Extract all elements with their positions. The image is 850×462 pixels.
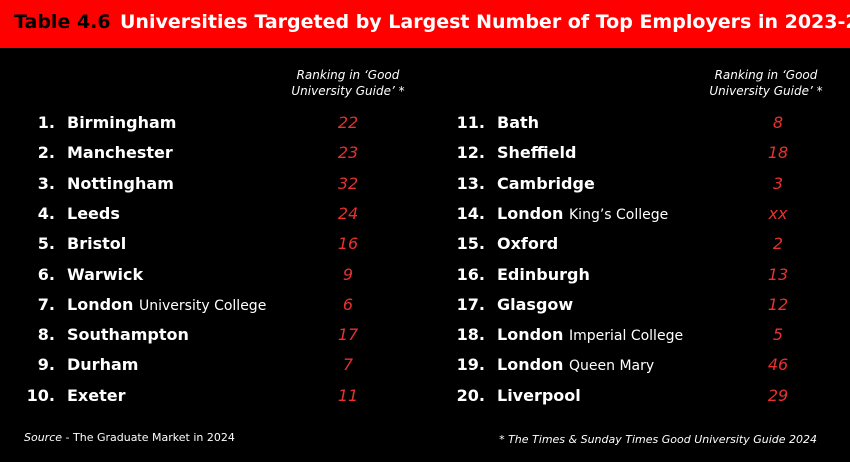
university-name: Nottingham xyxy=(67,173,174,193)
rank: 6. xyxy=(37,264,55,284)
university-name: Oxford xyxy=(497,234,559,254)
title-bar xyxy=(0,0,850,48)
rank: 16. xyxy=(456,264,485,284)
university-name: Birmingham xyxy=(67,113,177,132)
university-name: Manchester xyxy=(67,143,173,163)
university-name: Sheffield xyxy=(497,143,577,163)
guide-ranking: 29 xyxy=(767,385,789,405)
university: Leeds xyxy=(67,204,120,223)
university: London University College xyxy=(67,295,266,314)
guide-ranking: 22 xyxy=(337,113,359,132)
university-name: Glasgow xyxy=(497,294,574,314)
university-name: London xyxy=(497,355,564,375)
rank: 8. xyxy=(37,325,55,345)
university-detail: Imperial College xyxy=(569,328,684,345)
university-name: Cambridge xyxy=(497,173,595,193)
rank: 17. xyxy=(456,294,485,314)
guide-ranking: 13 xyxy=(767,264,789,284)
column-header: University Guide’ * xyxy=(291,84,405,98)
guide-ranking: 24 xyxy=(337,203,359,223)
guide-ranking: 11 xyxy=(337,385,359,405)
rank: 3. xyxy=(37,173,55,193)
university-name: London xyxy=(497,325,564,345)
source-text: - The Graduate Market in 2024 xyxy=(65,431,235,444)
university-name: London xyxy=(497,203,564,223)
university: Nottingham xyxy=(67,174,174,193)
university-detail: King’s College xyxy=(569,206,669,223)
guide-ranking: 23 xyxy=(337,143,359,163)
rank: 19. xyxy=(456,355,485,375)
source-label: Source xyxy=(24,431,63,444)
rank: 10. xyxy=(26,385,55,405)
university: Southampton xyxy=(67,325,189,344)
university-name: Bristol xyxy=(67,234,127,254)
university-detail: Queen Mary xyxy=(569,358,655,375)
rank: 14. xyxy=(456,203,485,223)
university: Bath xyxy=(497,113,539,132)
university: Cambridge xyxy=(497,174,595,193)
university: Liverpool xyxy=(497,386,581,405)
rank: 15. xyxy=(456,234,485,254)
guide-ranking: 2 xyxy=(772,234,784,254)
university: Glasgow xyxy=(497,295,573,314)
university: London King’s College xyxy=(497,204,668,223)
university-name: Liverpool xyxy=(497,385,581,405)
guide-ranking: 17 xyxy=(337,325,359,345)
rank: 11. xyxy=(456,113,485,132)
university: Birmingham xyxy=(67,113,176,132)
university: London Queen Mary xyxy=(497,355,654,374)
university-name: Bath xyxy=(497,113,540,132)
guide-ranking: 9 xyxy=(342,264,354,284)
title-label: Table 4.6 xyxy=(14,11,111,33)
university: London Imperial College xyxy=(497,325,683,344)
university: Durham xyxy=(67,355,138,374)
guide-ranking: 32 xyxy=(337,173,359,193)
university: Edinburgh xyxy=(497,265,590,284)
rank: 4. xyxy=(37,203,55,223)
guide-ranking: 12 xyxy=(767,294,789,314)
university-detail: University College xyxy=(139,297,267,314)
university: Manchester xyxy=(67,143,173,162)
guide-ranking: 8 xyxy=(772,113,784,132)
rank: 18. xyxy=(456,325,485,345)
university-name: Durham xyxy=(67,355,139,375)
university-name: Edinburgh xyxy=(497,264,590,284)
rank: 12. xyxy=(456,143,485,163)
university: Sheffield xyxy=(497,143,576,162)
guide-ranking: 18 xyxy=(767,143,789,163)
rank: 2. xyxy=(37,143,55,163)
column-header: University Guide’ * xyxy=(709,84,823,98)
university-name: London xyxy=(67,294,134,314)
rank: 13. xyxy=(456,173,485,193)
university: Warwick xyxy=(67,265,143,284)
guide-ranking: 16 xyxy=(337,234,359,254)
university-name: Leeds xyxy=(67,203,120,223)
university: Exeter xyxy=(67,386,126,405)
guide-ranking: 46 xyxy=(767,355,789,375)
guide-ranking: 3 xyxy=(772,173,784,193)
rank: 20. xyxy=(456,385,485,405)
university: Oxford xyxy=(497,234,558,253)
rank: 1. xyxy=(37,113,55,132)
rank: 7. xyxy=(37,294,55,314)
guide-ranking: xx xyxy=(768,203,788,223)
footnote: * The Times & Sunday Times Good Universi… xyxy=(499,433,817,446)
university-name: Warwick xyxy=(67,264,144,284)
guide-ranking: 5 xyxy=(772,325,784,345)
rank: 5. xyxy=(37,234,55,254)
rank: 9. xyxy=(37,355,55,375)
university-name: Southampton xyxy=(67,325,189,345)
guide-ranking: 6 xyxy=(342,294,354,314)
university-name: Exeter xyxy=(67,385,126,405)
column-header: Ranking in ‘Good xyxy=(296,68,400,82)
source: Source - The Graduate Market in 2024 xyxy=(24,431,235,444)
column-header: Ranking in ‘Good xyxy=(714,68,818,82)
guide-ranking: 7 xyxy=(342,355,354,375)
university: Bristol xyxy=(67,234,126,253)
title: Universities Targeted by Largest Number … xyxy=(120,11,850,33)
